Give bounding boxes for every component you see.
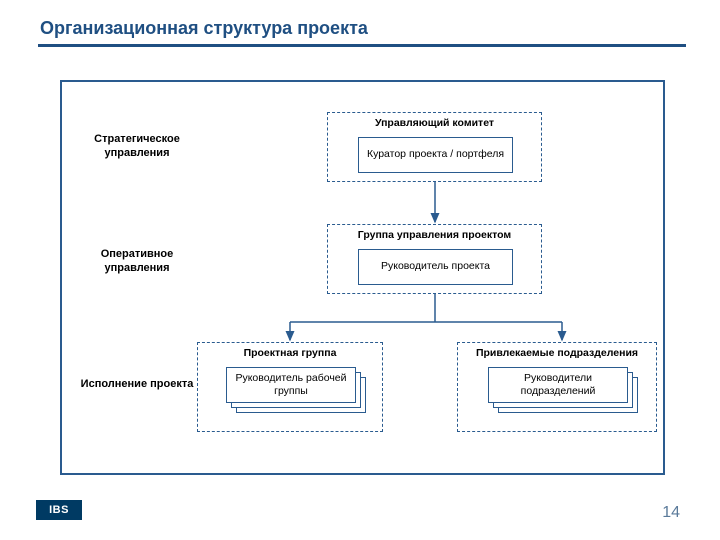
slide-title: Организационная структура проекта [40, 18, 368, 39]
curator-label: Куратор проекта / портфеля [363, 144, 508, 165]
page-number: 14 [662, 504, 680, 522]
label-operational: Оперативное управления [72, 247, 202, 276]
box-involved-units: Привлекаемые подразделения Руководители … [457, 342, 657, 432]
diagram-canvas: Стратегическое управления Оперативное уп… [60, 80, 665, 475]
slide: Организационная структура проекта Страте… [0, 0, 720, 540]
pm-label: Руководитель проекта [377, 256, 494, 277]
label-strategic: Стратегическое управления [72, 132, 202, 161]
logo-text: IBS [49, 504, 69, 516]
label-execution: Исполнение проекта [72, 377, 202, 391]
project-group-title: Проектная группа [198, 343, 382, 364]
box-project-group: Проектная группа Руководитель рабочей гр… [197, 342, 383, 432]
mgmt-group-title: Группа управления проектом [328, 225, 541, 246]
box-unit-leads: Руководители подразделений [488, 367, 628, 403]
involved-units-title: Привлекаемые подразделения [458, 343, 656, 364]
logo: IBS [36, 500, 82, 520]
box-steering-committee: Управляющий комитет Куратор проекта / по… [327, 112, 542, 182]
box-wg-lead: Руководитель рабочей группы [226, 367, 356, 403]
box-curator: Куратор проекта / портфеля [358, 137, 513, 173]
steering-committee-title: Управляющий комитет [328, 113, 541, 134]
box-pm: Руководитель проекта [358, 249, 513, 285]
title-underline [38, 44, 686, 47]
box-mgmt-group: Группа управления проектом Руководитель … [327, 224, 542, 294]
wg-lead-label: Руководитель рабочей группы [227, 368, 355, 402]
unit-leads-label: Руководители подразделений [489, 368, 627, 402]
